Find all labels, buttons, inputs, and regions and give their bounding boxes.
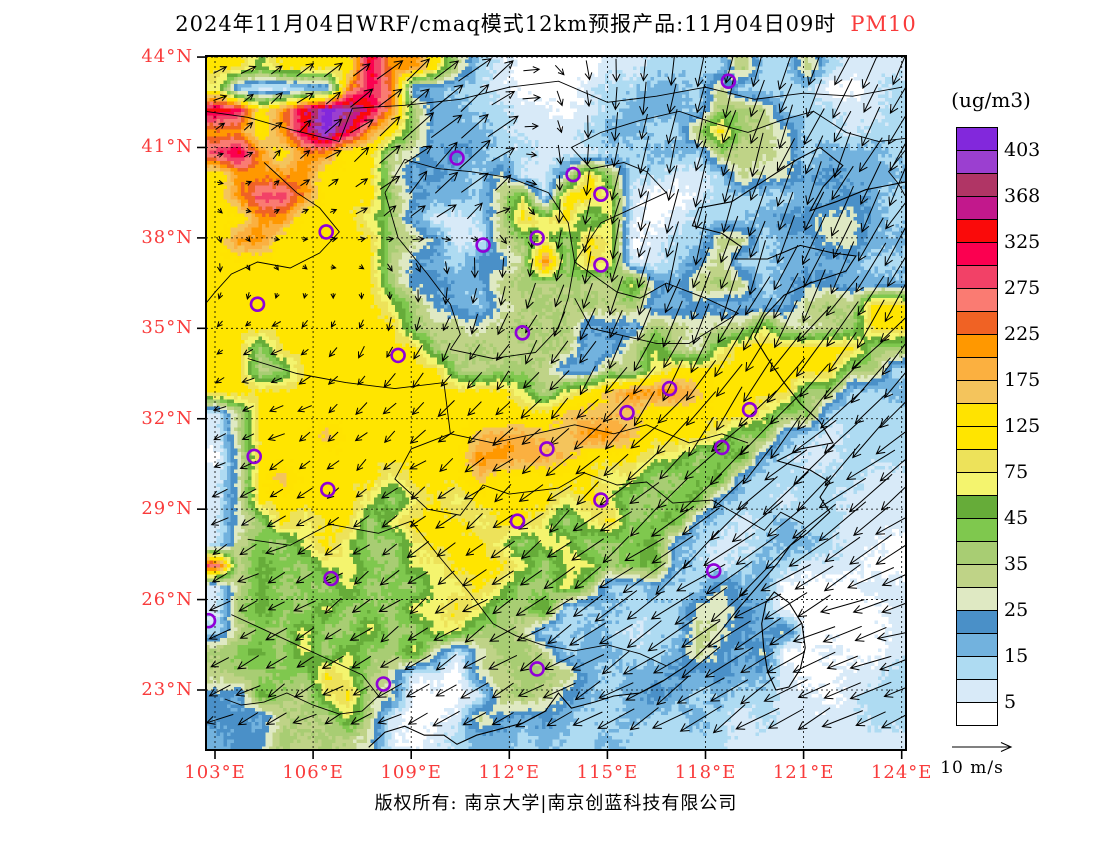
colorbar-swatch <box>956 219 998 243</box>
colorbar-swatch <box>956 426 998 450</box>
colorbar-tick-label: 45 <box>1004 507 1029 529</box>
wind-reference-arrow <box>952 741 1013 753</box>
colorbar-tick-label: 225 <box>1004 323 1041 345</box>
lat-tick-label: 32°N <box>141 407 193 429</box>
lat-tick-label: 44°N <box>141 46 193 68</box>
colorbar-swatch <box>956 702 998 726</box>
title-species-label: PM10 <box>850 12 917 36</box>
colorbar-swatch <box>956 633 998 657</box>
colorbar-swatch <box>956 334 998 358</box>
wind-scale-label: 10 m/s <box>940 758 1004 778</box>
colorbar-tick-label: 25 <box>1004 599 1029 621</box>
lon-tick-label: 112°E <box>478 762 541 783</box>
lon-tick-label: 103°E <box>184 762 246 783</box>
colorbar-swatch <box>956 242 998 266</box>
lat-tick-label: 41°N <box>141 136 193 158</box>
colorbar-swatch <box>956 564 998 588</box>
colorbar-swatch <box>956 518 998 542</box>
colorbar-swatch <box>956 403 998 427</box>
colorbar-swatch <box>956 265 998 289</box>
lon-tick-label: 106°E <box>282 762 344 783</box>
colorbar-tick-label: 35 <box>1004 553 1029 575</box>
page-title: 2024年11月04日WRF/cmaq模式12km预报产品:11月04日09时 P… <box>156 8 936 38</box>
colorbar-tick-label: 275 <box>1004 277 1041 299</box>
colorbar-swatch <box>956 127 998 151</box>
colorbar-swatch <box>956 380 998 404</box>
colorbar-tick-label: 75 <box>1004 461 1029 483</box>
lon-tick-label: 121°E <box>772 762 835 783</box>
colorbar-swatch <box>956 311 998 335</box>
lon-tick-label: 109°E <box>380 762 442 783</box>
colorbar-units-label: (ug/m3) <box>951 88 1031 112</box>
lat-tick-label: 29°N <box>141 498 193 520</box>
colorbar-swatch <box>956 449 998 473</box>
lon-tick-label: 118°E <box>674 762 737 783</box>
title-main-text: 2024年11月04日WRF/cmaq模式12km预报产品:11月04日09时 <box>175 12 837 36</box>
colorbar-swatch <box>956 288 998 312</box>
colorbar-tick-label: 325 <box>1004 231 1041 253</box>
lon-tick-label: 115°E <box>576 762 639 783</box>
colorbar-swatch <box>956 610 998 634</box>
lon-tick-label: 124°E <box>870 762 933 783</box>
colorbar-swatch <box>956 541 998 565</box>
map-area <box>206 56 906 750</box>
colorbar-tick-label: 15 <box>1004 645 1029 667</box>
lat-tick-label: 35°N <box>141 317 193 339</box>
colorbar-tick-label: 5 <box>1004 691 1017 713</box>
lat-tick-label: 26°N <box>141 588 193 610</box>
colorbar-tick-label: 125 <box>1004 415 1041 437</box>
colorbar-swatch <box>956 357 998 381</box>
colorbar-swatch <box>956 495 998 519</box>
copyright-footer: 版权所有: 南京大学|南京创蓝科技有限公司 <box>374 793 738 814</box>
colorbar-swatch <box>956 150 998 174</box>
colorbar-swatch <box>956 196 998 220</box>
colorbar-tick-label: 175 <box>1004 369 1041 391</box>
colorbar-swatch <box>956 472 998 496</box>
colorbar-tick-label: 368 <box>1004 185 1041 207</box>
lat-tick-label: 23°N <box>141 679 193 700</box>
colorbar-tick-label: 403 <box>1004 139 1041 161</box>
colorbar-swatch <box>956 587 998 611</box>
lat-tick-label: 38°N <box>141 226 193 248</box>
colorbar-swatch <box>956 173 998 197</box>
colorbar-swatch <box>956 679 998 703</box>
pm10-concentration-field <box>206 56 906 750</box>
colorbar-swatch <box>956 656 998 680</box>
